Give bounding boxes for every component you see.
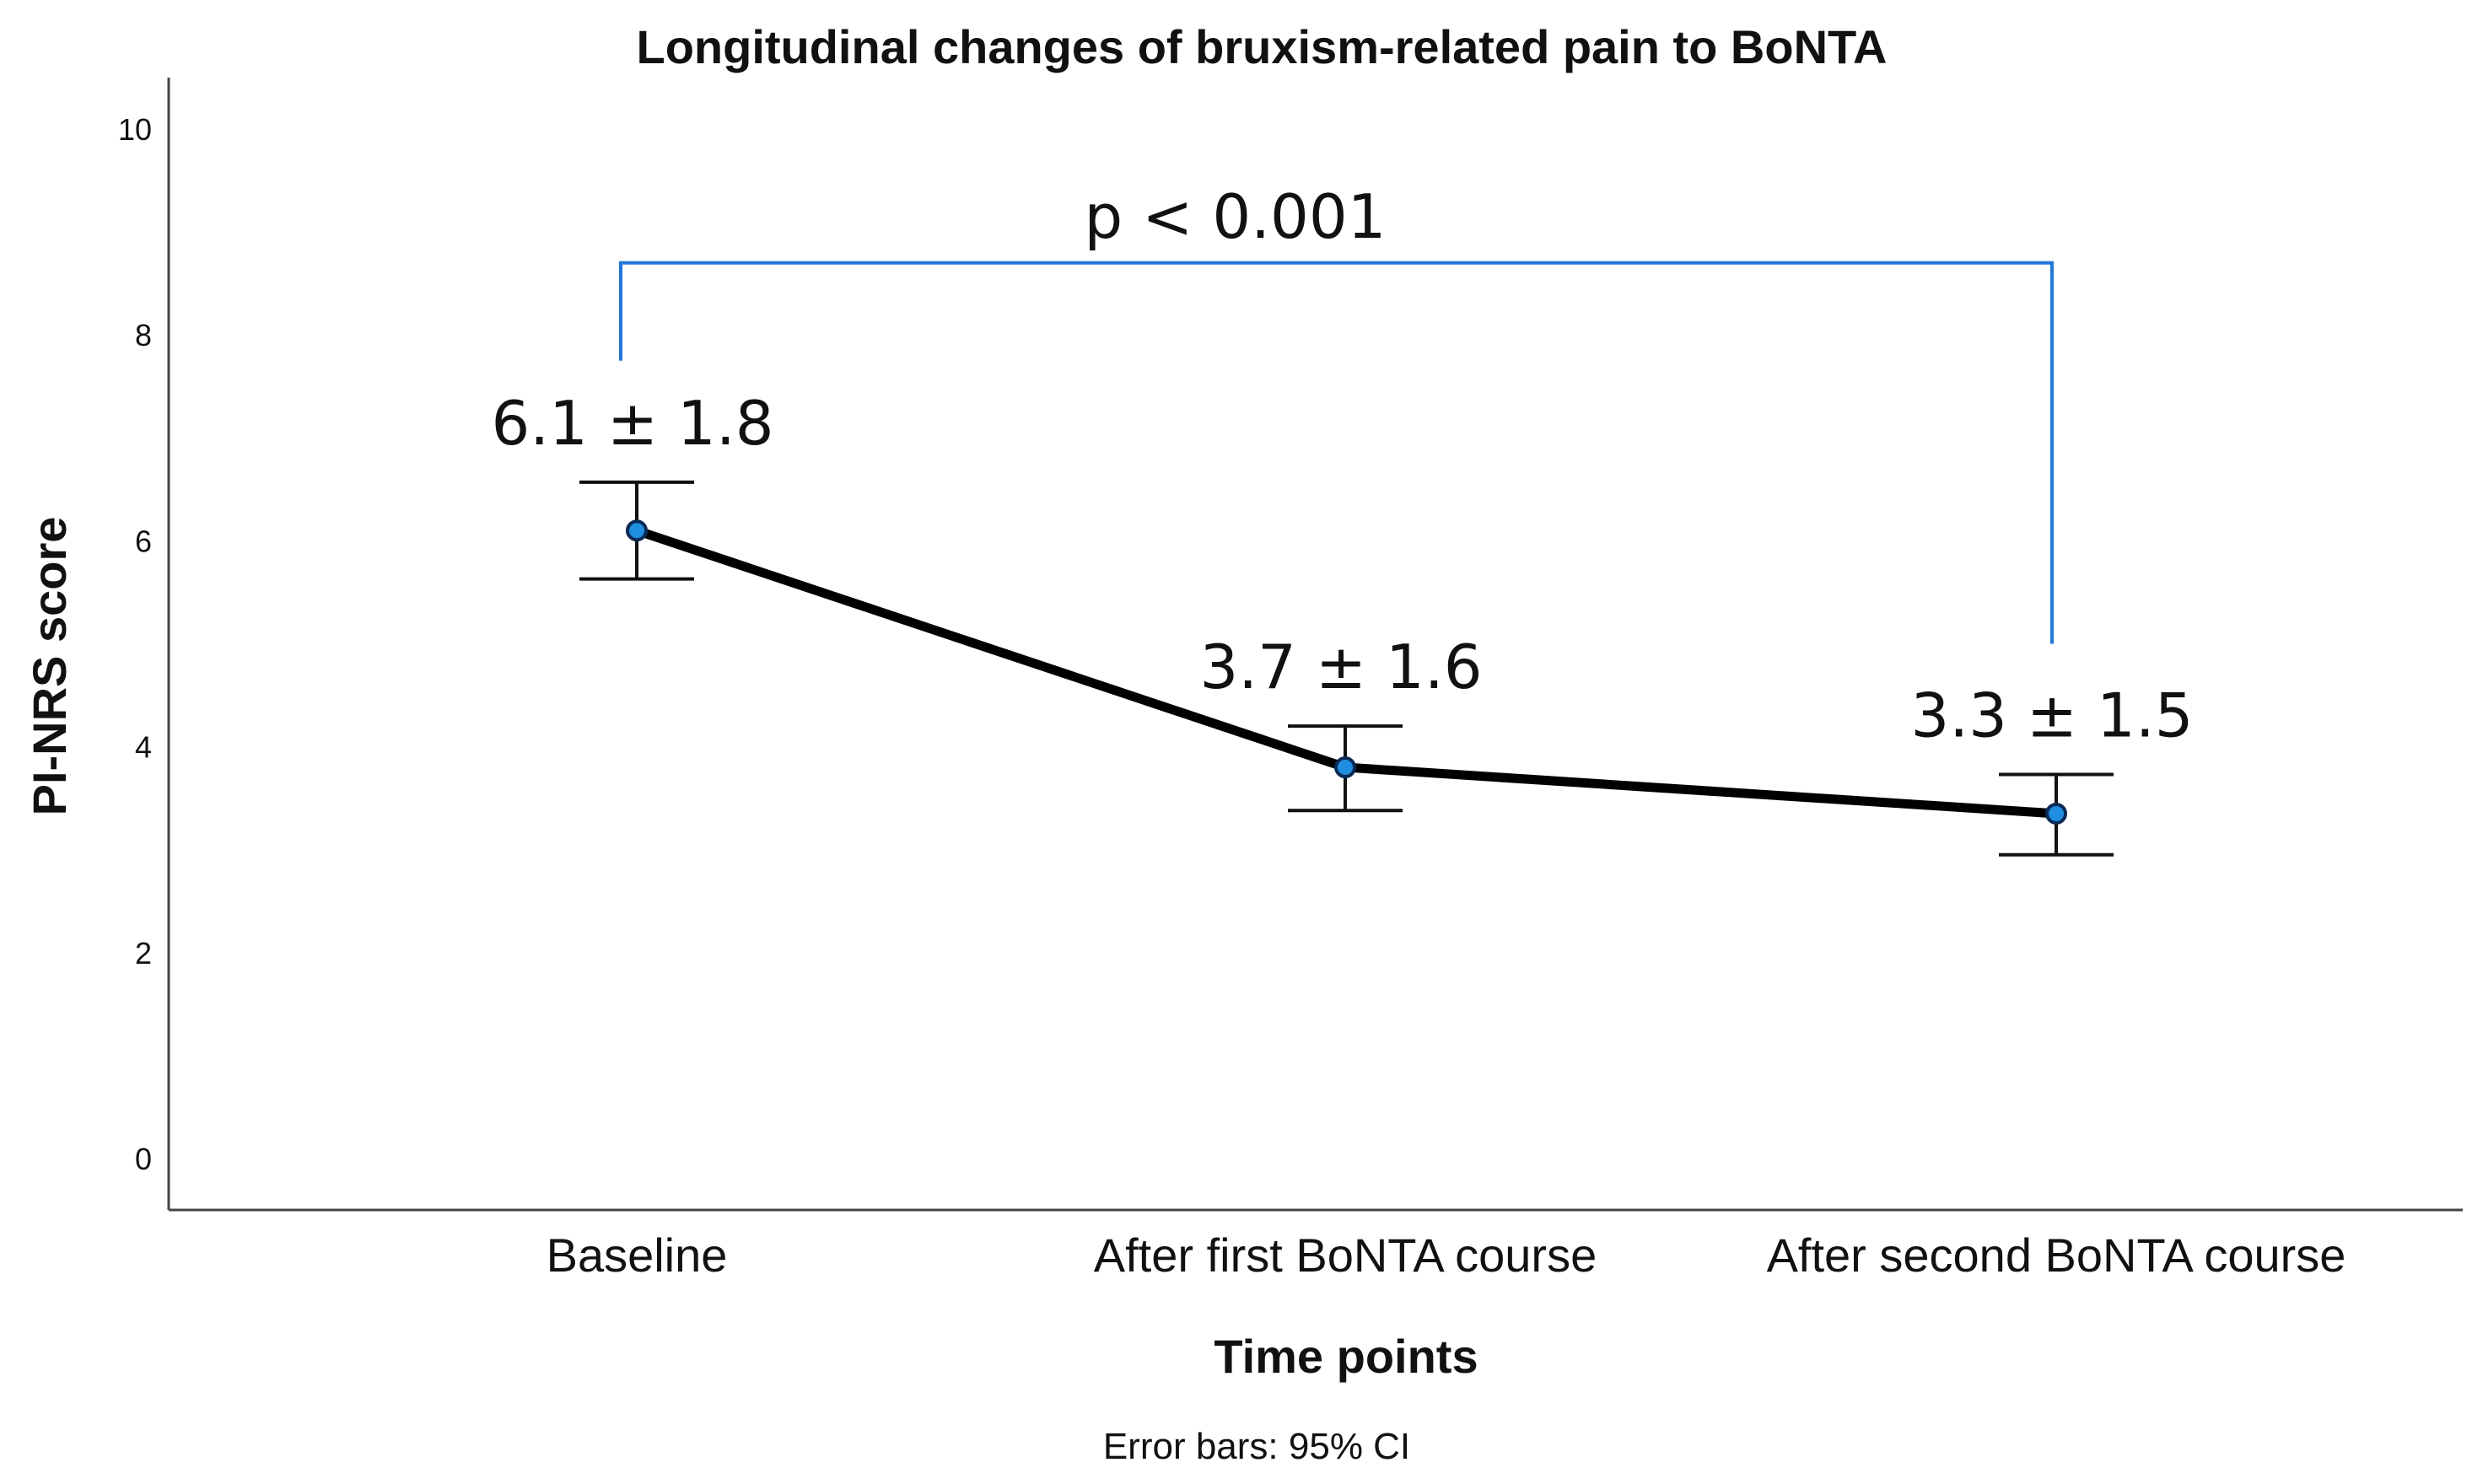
data-point [2045, 802, 2067, 825]
y-tick-label: 4 [135, 730, 152, 765]
chart-title: Longitudinal changes of bruxism-related … [636, 20, 1887, 73]
y-tick-labels: 0 2 4 6 8 10 [118, 112, 152, 1176]
error-bar-caption: Error bars: 95% CI [1103, 1426, 1410, 1467]
x-tick-label: Baseline [547, 1229, 728, 1282]
x-axis-title: Time points [1214, 1330, 1478, 1383]
data-labels: 6.1 ± 1.8 3.7 ± 1.6 3.3 ± 1.5 [491, 388, 2193, 751]
significance-bracket [619, 261, 2054, 644]
significance-label: p < 0.001 [1085, 181, 1387, 252]
data-label: 3.3 ± 1.5 [1910, 680, 2193, 751]
x-tick-labels: Baseline After first BoNTA course After se… [547, 1229, 2346, 1282]
y-tick-label: 10 [118, 112, 152, 147]
y-tick-label: 2 [135, 936, 152, 971]
x-tick-label: After first BoNTA course [1094, 1229, 1597, 1282]
data-point [626, 519, 648, 542]
series-mean-pi-nrs [579, 480, 2114, 857]
y-tick-label: 8 [135, 318, 152, 352]
y-tick-label: 0 [135, 1142, 152, 1176]
y-tick-label: 6 [135, 524, 152, 558]
significance-annotation: p < 0.001 [619, 181, 2054, 644]
x-tick-label: After second BoNTA course [1767, 1229, 2346, 1282]
data-label: 3.7 ± 1.6 [1199, 632, 1482, 702]
y-axis-title: PI-NRS score [23, 517, 76, 816]
data-point [1334, 756, 1356, 779]
data-label: 6.1 ± 1.8 [491, 388, 773, 459]
